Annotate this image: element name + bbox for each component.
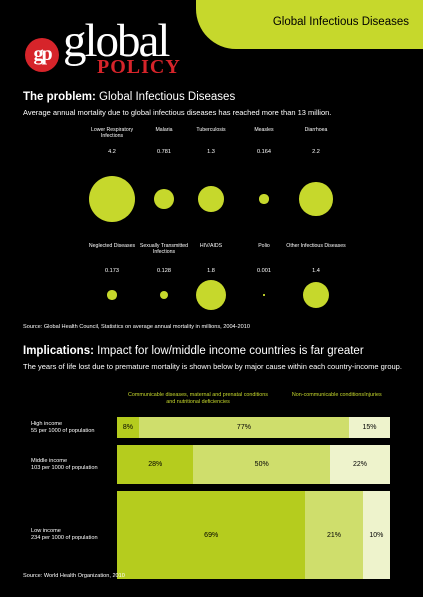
bar-segment: 28% xyxy=(117,445,194,484)
bar-segment: 15% xyxy=(349,417,390,438)
bar-segment: 77% xyxy=(138,417,350,438)
bubble-mark xyxy=(302,281,330,309)
income-group-detail: 234 per 1000 of population xyxy=(31,535,98,542)
bubble-category-label: Polio xyxy=(258,243,270,249)
bubble-category-label: HIV/AIDS xyxy=(199,243,223,249)
bubble-value-label: 1.3 xyxy=(207,149,215,155)
bubble-category-label: Lower Respiratory Infections xyxy=(90,127,134,140)
bar-segment: 21% xyxy=(305,491,363,579)
bubble-value-label: 2.2 xyxy=(312,149,320,155)
bubble-value-label: 0.164 xyxy=(257,149,271,155)
bar-segment: 10% xyxy=(362,491,390,579)
bubble-value-label: 1.4 xyxy=(312,268,320,274)
bubble-value-label: 1.8 xyxy=(207,268,215,274)
logo-mark-icon: gp xyxy=(25,38,59,72)
bubble-value-label: 0.001 xyxy=(257,268,271,274)
header-banner: Global Infectious Diseases xyxy=(196,0,423,49)
bar-segment: 8% xyxy=(117,417,139,438)
bar-row-label: Middle income 103 per 1000 of population xyxy=(31,458,98,473)
bubble-mark xyxy=(263,294,265,296)
bar-series-label: Injuries xyxy=(364,392,382,398)
bubble-mark xyxy=(89,176,135,222)
bubble-mark xyxy=(259,194,269,204)
implications-subtitle: The years of life lost due to premature … xyxy=(23,362,402,371)
implications-heading-bold: Implications: xyxy=(23,345,94,357)
implications-source: Source: World Health Organization, 2010 xyxy=(23,573,125,579)
bubble-value-label: 0.128 xyxy=(157,268,171,274)
bubble-value-label: 0.781 xyxy=(157,149,171,155)
implications-heading-rest: Impact for low/middle income countries i… xyxy=(97,345,364,357)
bubble-mark xyxy=(154,189,174,209)
problem-heading: The problem: Global Infectious Diseases xyxy=(23,91,235,103)
bubble-category-label: Measles xyxy=(254,127,274,133)
bubble-value-label: 0.173 xyxy=(105,268,119,274)
bubble-mark xyxy=(198,186,224,212)
income-group-detail: 103 per 1000 of population xyxy=(31,464,98,471)
bubble-mark xyxy=(195,279,227,311)
bubble-mark xyxy=(159,290,168,299)
bubble-category-label: Neglected Diseases xyxy=(88,243,136,249)
bubble-category-label: Tuberculosis xyxy=(196,127,226,133)
problem-heading-bold: The problem: xyxy=(23,91,96,103)
bubble-mark xyxy=(107,290,117,300)
income-group-detail: 55 per 1000 of population xyxy=(31,427,95,434)
bar-segment: 22% xyxy=(329,445,390,484)
bubble-category-label: Malaria xyxy=(155,127,173,133)
bar-series-label: Communicable diseases, maternal and pren… xyxy=(128,392,268,405)
banner-title: Global Infectious Diseases xyxy=(272,16,409,28)
logo-wordmark-global: global xyxy=(63,15,170,67)
bar-row-label: Low income 234 per 1000 of population xyxy=(31,528,98,543)
problem-heading-rest: Global Infectious Diseases xyxy=(99,91,236,103)
bar-row-label: High income 55 per 1000 of population xyxy=(31,421,94,436)
implications-heading: Implications: Impact for low/middle inco… xyxy=(23,345,364,357)
income-group-name: High income xyxy=(31,420,63,427)
bubble-value-label: 4.2 xyxy=(108,149,116,155)
bar-segment: 69% xyxy=(117,491,306,579)
bubble-category-label: Diarrhoea xyxy=(304,127,328,133)
problem-subtitle: Average annual mortality due to global i… xyxy=(23,108,332,117)
bar-segment: 50% xyxy=(193,445,330,484)
bar-series-label: Non-communicable conditions xyxy=(291,392,365,398)
bubble-mark xyxy=(299,182,333,216)
income-group-name: Middle income xyxy=(31,457,68,464)
logo-wordmark-policy: POLICY xyxy=(97,56,181,78)
problem-source: Source: Global Health Council, Statistic… xyxy=(23,324,250,330)
income-group-name: Low income xyxy=(31,528,61,534)
bubble-category-label: Other Infectious Diseases xyxy=(286,243,346,249)
bubble-category-label: Sexually Transmitted Infections xyxy=(139,243,189,256)
